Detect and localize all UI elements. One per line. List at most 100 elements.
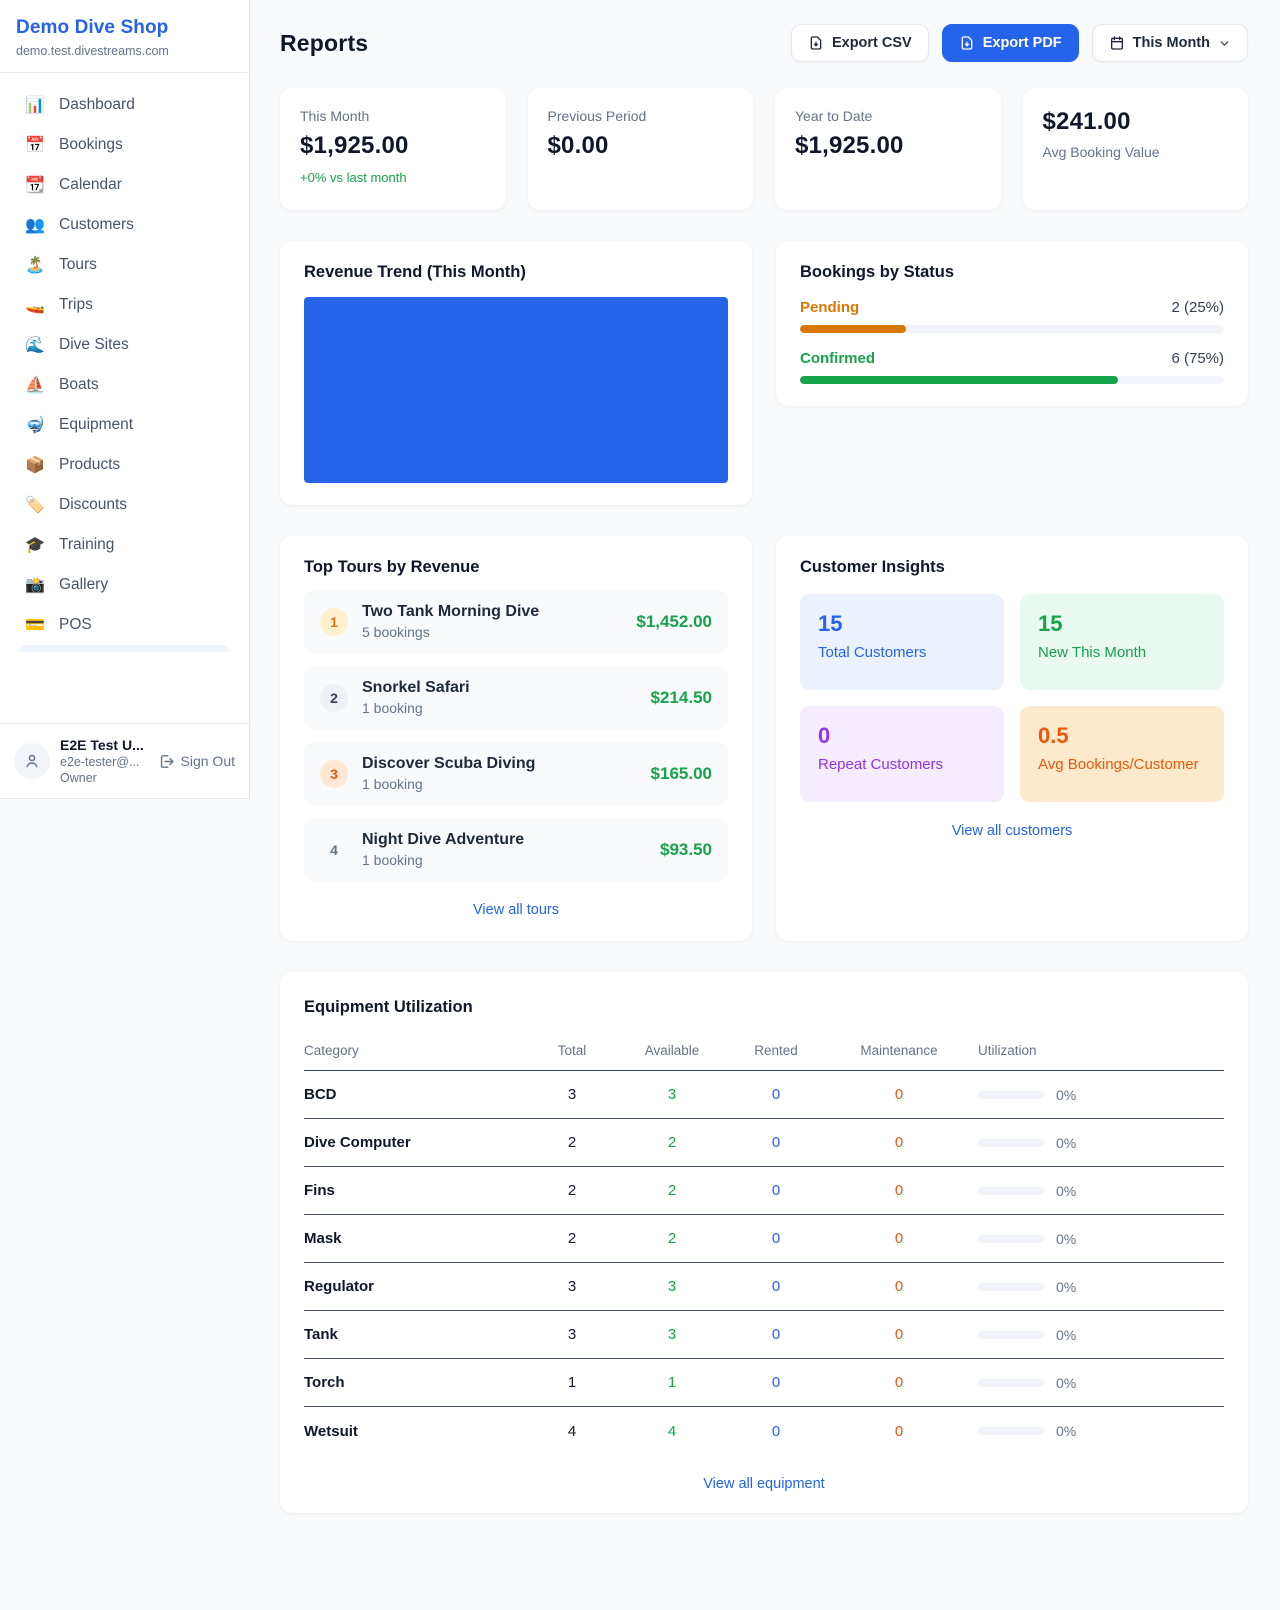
header-actions: Export CSV Export PDF This Month <box>790 24 1248 62</box>
charts-row: Revenue Trend (This Month) Bookings by S… <box>280 241 1248 505</box>
column-header-category: Category <box>304 1043 359 1058</box>
cell-total: 3 <box>567 1326 577 1343</box>
table-row: Torch 1 1 0 0 0% <box>304 1359 1224 1407</box>
top-tours-card: Top Tours by Revenue 1 Two Tank Morning … <box>280 536 752 941</box>
insight-label: New This Month <box>1038 644 1147 661</box>
sidebar-item-products[interactable]: 📦 Products <box>12 445 237 485</box>
insight-tile-repeat-customers: 0 Repeat Customers <box>800 706 1004 802</box>
sidebar-item-reports-highlight-partial[interactable] <box>20 645 229 652</box>
cell-rented: 0 <box>771 1086 781 1103</box>
user-role: Owner <box>60 771 97 785</box>
cell-available: 3 <box>667 1326 677 1343</box>
cell-maintenance: 0 <box>894 1374 904 1391</box>
cell-category: Regulator <box>304 1278 375 1295</box>
graduation-cap-icon: 🎓 <box>25 537 45 554</box>
insight-tile-total-customers: 15 Total Customers <box>800 594 1004 690</box>
table-row: Dive Computer 2 2 0 0 0% <box>304 1119 1224 1167</box>
stat-card-previous-period: Previous Period $0.00 <box>527 88 753 210</box>
top-tours-title: Top Tours by Revenue <box>304 558 480 576</box>
sidebar-item-trips[interactable]: 🚤 Trips <box>12 285 237 325</box>
cell-category: Fins <box>304 1182 335 1199</box>
sidebar-item-training[interactable]: 🎓 Training <box>12 525 237 565</box>
cell-available: 3 <box>667 1086 677 1103</box>
view-all-customers-link[interactable]: View all customers <box>951 823 1073 839</box>
utilization-bar <box>978 1427 1044 1435</box>
sidebar-item-label: Calendar <box>59 176 122 193</box>
table-row: BCD 3 3 0 0 0% <box>304 1071 1224 1119</box>
sidebar-item-label: Equipment <box>59 416 134 433</box>
sidebar-item-customers[interactable]: 👥 Customers <box>12 205 237 245</box>
camera-icon: 📸 <box>25 577 45 594</box>
tour-name: Night Dive Adventure <box>362 831 525 848</box>
cell-total: 3 <box>567 1086 577 1103</box>
calendar-date-icon: 📅 <box>25 137 45 154</box>
tour-revenue: $1,452.00 <box>636 611 712 631</box>
cell-utilization: 0% <box>974 1327 1224 1343</box>
revenue-trend-chart <box>304 297 728 483</box>
status-bar-fill <box>800 376 1118 384</box>
stat-card-this-month: This Month $1,925.00 +0% vs last month <box>280 88 506 210</box>
insight-tile-new-this-month: 15 New This Month <box>1020 594 1224 690</box>
view-all-tours-link[interactable]: View all tours <box>473 902 559 918</box>
cell-rented: 0 <box>771 1422 781 1440</box>
tour-name: Two Tank Morning Dive <box>362 603 540 620</box>
cell-utilization: 0% <box>974 1183 1224 1199</box>
equipment-title: Equipment Utilization <box>304 998 473 1016</box>
sidebar-item-equipment[interactable]: 🤿 Equipment <box>12 405 237 445</box>
tour-bookings: 1 booking <box>362 776 423 792</box>
cell-maintenance: 0 <box>894 1086 904 1103</box>
sidebar-item-label: Trips <box>59 296 93 313</box>
stat-card-year-to-date: Year to Date $1,925.00 <box>775 88 1001 210</box>
stat-value: $241.00 <box>1042 108 1131 135</box>
status-label: Pending <box>800 299 860 316</box>
cell-available: 2 <box>667 1230 677 1247</box>
cell-maintenance: 0 <box>894 1230 904 1247</box>
table-row: Mask 2 2 0 0 0% <box>304 1215 1224 1263</box>
sidebar-item-dashboard[interactable]: 📊 Dashboard <box>12 85 237 125</box>
stat-label: Previous Period <box>547 108 647 124</box>
sidebar-item-label: Dashboard <box>59 96 135 113</box>
sidebar-item-bookings[interactable]: 📅 Bookings <box>12 125 237 165</box>
cell-available: 1 <box>667 1374 677 1391</box>
insight-value: 15 <box>818 611 843 636</box>
credit-card-icon: 💳 <box>25 617 45 634</box>
insight-value: 0 <box>818 723 831 748</box>
status-bar-track <box>800 325 1224 333</box>
utilization-percent: 0% <box>1056 1326 1077 1343</box>
status-row-pending: Pending 2 (25%) <box>800 299 1224 333</box>
utilization-bar <box>978 1330 1044 1339</box>
export-csv-button[interactable]: Export CSV <box>790 24 929 62</box>
insight-value: 0.5 <box>1038 723 1069 748</box>
sidebar-item-label: Products <box>59 456 121 473</box>
sidebar-item-tours[interactable]: 🏝️ Tours <box>12 245 237 285</box>
sidebar-item-calendar[interactable]: 📆 Calendar <box>12 165 237 205</box>
cell-utilization: 0% <box>974 1135 1224 1151</box>
view-all-equipment-link[interactable]: View all equipment <box>703 1476 825 1492</box>
customer-insights-title: Customer Insights <box>800 558 945 576</box>
sidebar-item-dive-sites[interactable]: 🌊 Dive Sites <box>12 325 237 365</box>
insight-label: Total Customers <box>818 644 927 661</box>
shop-domain: demo.test.divestreams.com <box>16 44 169 58</box>
sidebar-item-discounts[interactable]: 🏷️ Discounts <box>12 485 237 525</box>
sign-out-button[interactable]: Sign Out <box>158 753 235 770</box>
cell-category: Torch <box>304 1374 345 1391</box>
stat-value: $1,925.00 <box>795 132 904 159</box>
tour-revenue: $165.00 <box>650 763 712 783</box>
tour-revenue: $214.50 <box>650 687 712 707</box>
sidebar-item-gallery[interactable]: 📸 Gallery <box>12 565 237 605</box>
sidebar-item-boats[interactable]: ⛵ Boats <box>12 365 237 405</box>
tour-bookings: 5 bookings <box>362 624 430 640</box>
sailboat-icon: ⛵ <box>25 377 45 394</box>
sign-out-icon <box>160 754 174 768</box>
cell-rented: 0 <box>771 1326 781 1343</box>
sidebar-item-label: Boats <box>59 376 99 393</box>
user-email: e2e-tester@... <box>60 755 140 769</box>
period-dropdown[interactable]: This Month <box>1091 24 1248 62</box>
table-row: Wetsuit 4 4 0 0 0% <box>304 1407 1224 1455</box>
sidebar-item-pos[interactable]: 💳 POS <box>12 605 237 645</box>
cell-maintenance: 0 <box>894 1422 904 1440</box>
cell-rented: 0 <box>771 1182 781 1199</box>
export-pdf-button[interactable]: Export PDF <box>941 24 1079 62</box>
insight-value: 15 <box>1038 611 1063 636</box>
dashboard-chart-icon: 📊 <box>25 97 45 114</box>
